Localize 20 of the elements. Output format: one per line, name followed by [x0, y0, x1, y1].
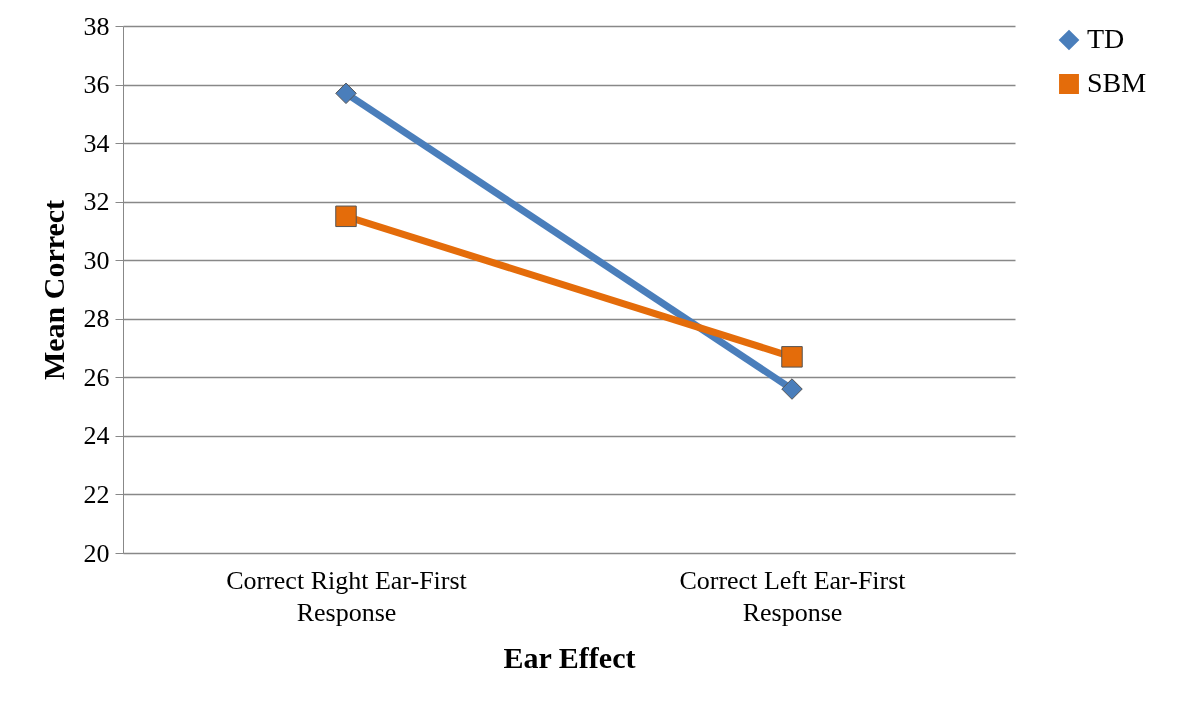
- y-tick-label: 28: [83, 304, 110, 334]
- y-axis-title: Mean Correct: [36, 199, 70, 381]
- x-tick-label: Correct Right Ear-First Response: [226, 565, 468, 627]
- y-tick-label: 38: [83, 11, 110, 41]
- legend-label: SBM: [1087, 67, 1147, 98]
- y-tick-label: 32: [83, 187, 110, 217]
- x-axis-title: Ear Effect: [503, 640, 636, 674]
- point: [335, 205, 357, 228]
- point: [781, 378, 803, 400]
- legend-label: TD: [1087, 23, 1125, 54]
- point: [335, 82, 357, 105]
- point: [781, 346, 803, 368]
- y-tick-label: 24: [83, 421, 110, 451]
- y-tick-label: 36: [83, 70, 110, 100]
- y-tick-label: 26: [83, 362, 110, 392]
- y-tick-label: 30: [83, 245, 110, 275]
- y-tick-label: 20: [83, 538, 110, 568]
- y-tick-label: 34: [83, 128, 110, 158]
- x-tick-label: Correct Left Ear-First Response: [679, 565, 907, 627]
- y-tick-label: 22: [83, 479, 110, 509]
